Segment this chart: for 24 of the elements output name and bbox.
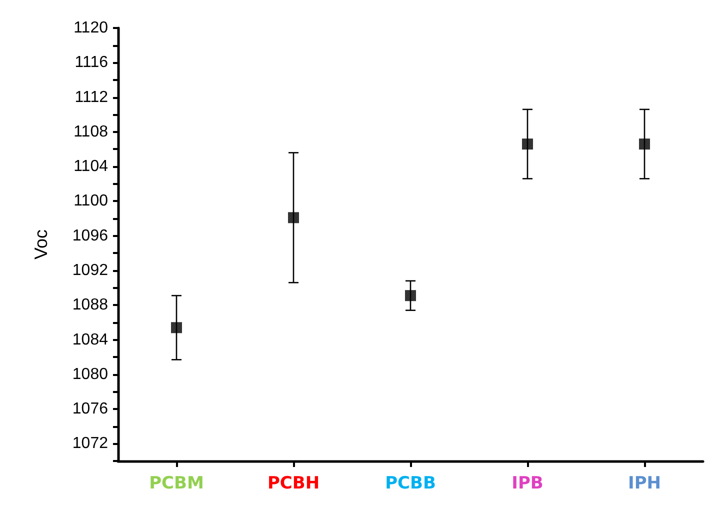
y-tick-label: 1096	[72, 227, 108, 244]
y-tick-label: 1080	[72, 366, 108, 383]
y-tick-label: 1100	[74, 192, 108, 210]
point	[639, 138, 650, 150]
x-tick-label: PCBH	[267, 474, 320, 494]
y-axis-title: Voc	[31, 229, 51, 260]
point	[405, 290, 416, 302]
y-tick-label: 1088	[72, 296, 108, 314]
point	[522, 138, 533, 150]
y-tick-label: 1092	[72, 262, 108, 279]
x-tick-label: PCBM	[149, 474, 204, 494]
y-tick-label: 1072	[72, 435, 108, 452]
y-tick-label: 1076	[72, 400, 108, 418]
point	[288, 212, 299, 224]
point	[171, 322, 182, 334]
x-tick-label: IPB	[512, 474, 544, 494]
y-tick-label: 1084	[72, 331, 108, 348]
y-tick-label: 1112	[74, 88, 108, 106]
y-tick-label: 1104	[74, 158, 108, 176]
x-tick-label: IPH	[628, 474, 662, 494]
y-tick-label: 1116	[74, 54, 108, 72]
y-tick-label: 1120	[74, 20, 108, 36]
x-tick-label: PCBB	[385, 474, 436, 494]
y-tick-label: 1108	[74, 123, 108, 140]
